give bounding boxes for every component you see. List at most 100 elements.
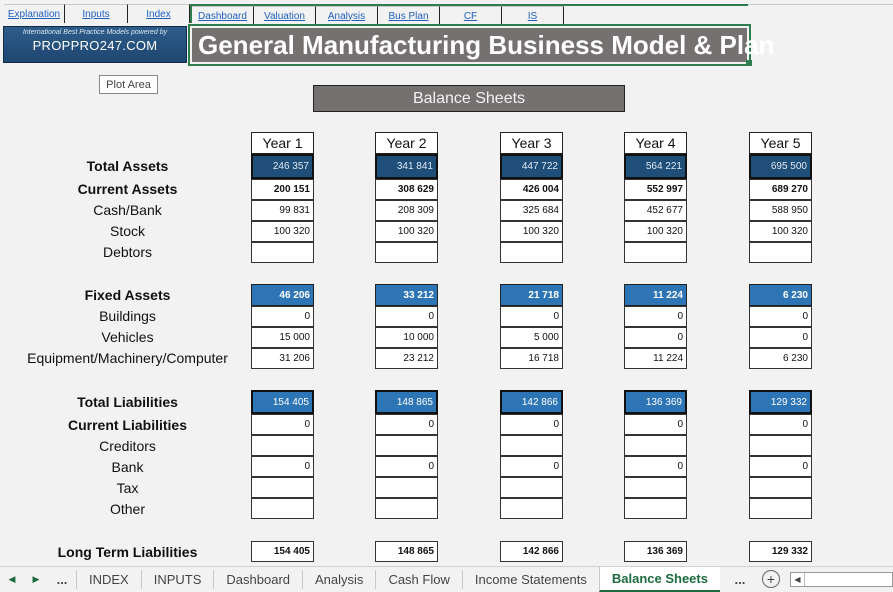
cell-debtors-year-5[interactable] (749, 242, 812, 263)
cell-total-liabilities-year-5[interactable]: 129 332 (749, 390, 812, 414)
cell-current-assets-year-4[interactable]: 552 997 (624, 179, 687, 200)
cell-debtors-year-4[interactable] (624, 242, 687, 263)
nav-link-index[interactable]: Index (128, 4, 190, 23)
tab-index[interactable]: INDEX (76, 569, 141, 589)
year-header-5[interactable]: Year 5 (749, 132, 812, 154)
cell-long-term-liabilities-year-1[interactable]: 154 405 (251, 541, 314, 562)
cell-stock-year-3[interactable]: 100 320 (500, 221, 563, 242)
nav-link-inputs[interactable]: Inputs (65, 4, 128, 23)
cell-cash-bank-year-4[interactable]: 452 677 (624, 200, 687, 221)
cell-long-term-liabilities-year-3[interactable]: 142 866 (500, 541, 563, 562)
cell-debtors-year-3[interactable] (500, 242, 563, 263)
horizontal-scrollbar[interactable]: ◀ (790, 572, 893, 587)
cell-buildings-year-2[interactable]: 0 (375, 306, 438, 327)
cell-cash-bank-year-2[interactable]: 208 309 (375, 200, 438, 221)
nav-link-dashboard[interactable]: Dashboard (192, 6, 254, 25)
cell-current-liabilities-year-4[interactable]: 0 (624, 414, 687, 435)
cell-bank-year-5[interactable]: 0 (749, 456, 812, 477)
cell-stock-year-2[interactable]: 100 320 (375, 221, 438, 242)
cell-current-liabilities-year-3[interactable]: 0 (500, 414, 563, 435)
cell-stock-year-1[interactable]: 100 320 (251, 221, 314, 242)
cell-bank-year-3[interactable]: 0 (500, 456, 563, 477)
cell-fixed-assets-year-4[interactable]: 11 224 (624, 284, 687, 306)
cell-creditors-year-4[interactable] (624, 435, 687, 456)
cell-equipment-year-1[interactable]: 31 206 (251, 348, 314, 369)
nav-link-explanation[interactable]: Explanation (4, 4, 65, 23)
cell-current-liabilities-year-5[interactable]: 0 (749, 414, 812, 435)
cell-creditors-year-2[interactable] (375, 435, 438, 456)
cell-cash-bank-year-1[interactable]: 99 831 (251, 200, 314, 221)
cell-total-assets-year-4[interactable]: 564 221 (624, 154, 687, 179)
year-header-1[interactable]: Year 1 (251, 132, 314, 154)
cell-vehicles-year-3[interactable]: 5 000 (500, 327, 563, 348)
next-sheet-icon[interactable]: ▶ (32, 573, 40, 584)
cell-other-year-3[interactable] (500, 498, 563, 519)
cell-debtors-year-2[interactable] (375, 242, 438, 263)
cell-creditors-year-3[interactable] (500, 435, 563, 456)
cell-equipment-year-2[interactable]: 23 212 (375, 348, 438, 369)
resize-handle[interactable] (746, 60, 752, 66)
tab-analysis[interactable]: Analysis (302, 569, 375, 589)
cell-bank-year-2[interactable]: 0 (375, 456, 438, 477)
proppro-logo[interactable]: International Best Practice Models power… (3, 26, 187, 63)
cell-tax-year-2[interactable] (375, 477, 438, 498)
cell-current-liabilities-year-1[interactable]: 0 (251, 414, 314, 435)
cell-creditors-year-1[interactable] (251, 435, 314, 456)
cell-tax-year-4[interactable] (624, 477, 687, 498)
cell-current-assets-year-3[interactable]: 426 004 (500, 179, 563, 200)
cell-long-term-liabilities-year-5[interactable]: 129 332 (749, 541, 812, 562)
cell-bank-year-1[interactable]: 0 (251, 456, 314, 477)
more-sheets-right[interactable]: ... (734, 571, 746, 587)
cell-vehicles-year-1[interactable]: 15 000 (251, 327, 314, 348)
tab-cash-flow[interactable]: Cash Flow (375, 569, 461, 589)
cell-buildings-year-3[interactable]: 0 (500, 306, 563, 327)
cell-cash-bank-year-3[interactable]: 325 684 (500, 200, 563, 221)
nav-link-cf[interactable]: CF (440, 6, 502, 25)
cell-tax-year-3[interactable] (500, 477, 563, 498)
nav-link-bus-plan[interactable]: Bus Plan (378, 6, 440, 25)
cell-equipment-year-5[interactable]: 6 230 (749, 348, 812, 369)
cell-other-year-4[interactable] (624, 498, 687, 519)
tab-dashboard[interactable]: Dashboard (213, 569, 302, 589)
cell-total-liabilities-year-3[interactable]: 142 866 (500, 390, 563, 414)
cell-fixed-assets-year-5[interactable]: 6 230 (749, 284, 812, 306)
cell-current-assets-year-2[interactable]: 308 629 (375, 179, 438, 200)
cell-creditors-year-5[interactable] (749, 435, 812, 456)
tab-inputs[interactable]: INPUTS (140, 569, 214, 589)
cell-equipment-year-3[interactable]: 16 718 (500, 348, 563, 369)
year-header-2[interactable]: Year 2 (375, 132, 438, 154)
cell-stock-year-4[interactable]: 100 320 (624, 221, 687, 242)
cell-stock-year-5[interactable]: 100 320 (749, 221, 812, 242)
cell-cash-bank-year-5[interactable]: 588 950 (749, 200, 812, 221)
cell-vehicles-year-4[interactable]: 0 (624, 327, 687, 348)
cell-buildings-year-5[interactable]: 0 (749, 306, 812, 327)
cell-current-liabilities-year-2[interactable]: 0 (375, 414, 438, 435)
cell-tax-year-1[interactable] (251, 477, 314, 498)
cell-total-assets-year-3[interactable]: 447 722 (500, 154, 563, 179)
cell-tax-year-5[interactable] (749, 477, 812, 498)
more-sheets-left[interactable]: ... (56, 571, 68, 587)
cell-fixed-assets-year-1[interactable]: 46 206 (251, 284, 314, 306)
cell-vehicles-year-2[interactable]: 10 000 (375, 327, 438, 348)
cell-bank-year-4[interactable]: 0 (624, 456, 687, 477)
cell-total-assets-year-5[interactable]: 695 500 (749, 154, 812, 179)
add-sheet-icon[interactable]: + (761, 570, 780, 588)
prev-sheet-icon[interactable]: ◀ (8, 573, 16, 584)
year-header-4[interactable]: Year 4 (624, 132, 687, 154)
cell-debtors-year-1[interactable] (251, 242, 314, 263)
title-selection[interactable]: General Manufacturing Business Model & P… (188, 24, 774, 66)
cell-fixed-assets-year-2[interactable]: 33 212 (375, 284, 438, 306)
tab-income-statements[interactable]: Income Statements (461, 569, 599, 589)
cell-current-assets-year-1[interactable]: 200 151 (251, 179, 314, 200)
cell-fixed-assets-year-3[interactable]: 21 718 (500, 284, 563, 306)
cell-buildings-year-4[interactable]: 0 (624, 306, 687, 327)
cell-other-year-5[interactable] (749, 498, 812, 519)
cell-long-term-liabilities-year-2[interactable]: 148 865 (375, 541, 438, 562)
tab-balance-sheets[interactable]: Balance Sheets (598, 566, 720, 592)
cell-other-year-2[interactable] (375, 498, 438, 519)
cell-vehicles-year-5[interactable]: 0 (749, 327, 812, 348)
year-header-3[interactable]: Year 3 (500, 132, 563, 154)
cell-buildings-year-1[interactable]: 0 (251, 306, 314, 327)
cell-current-assets-year-5[interactable]: 689 270 (749, 179, 812, 200)
cell-total-liabilities-year-1[interactable]: 154 405 (251, 390, 314, 414)
